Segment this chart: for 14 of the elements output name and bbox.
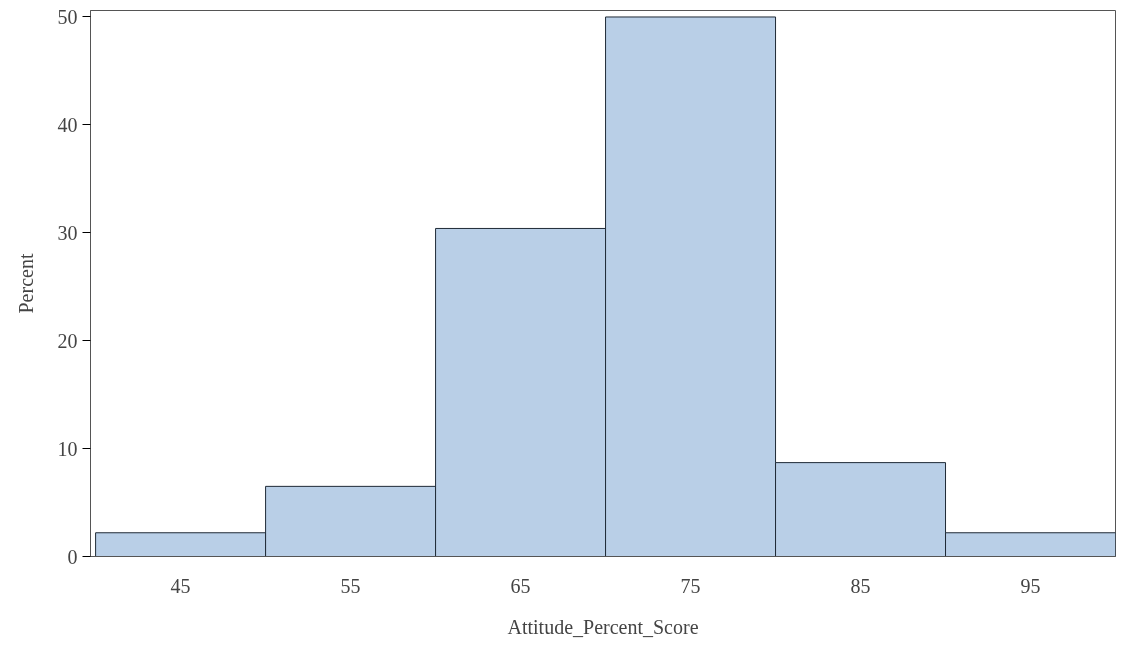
y-tick-label: 10 xyxy=(57,437,78,460)
x-axis-title: Attitude_Percent_Score xyxy=(507,615,699,638)
y-tick-label: 50 xyxy=(57,5,78,28)
x-tick-label: 65 xyxy=(510,574,531,597)
x-tick-label: 75 xyxy=(680,574,701,597)
y-axis-title: Percent xyxy=(14,253,37,314)
x-tick-label: 85 xyxy=(850,574,871,597)
x-tick-label: 55 xyxy=(340,574,361,597)
y-tick-label: 30 xyxy=(57,221,78,244)
x-tick-label: 45 xyxy=(170,574,191,597)
y-tick-label: 20 xyxy=(57,329,78,352)
y-tick-label: 40 xyxy=(57,113,78,136)
y-tick-label: 0 xyxy=(67,545,78,568)
x-tick-label: 95 xyxy=(1020,574,1041,597)
